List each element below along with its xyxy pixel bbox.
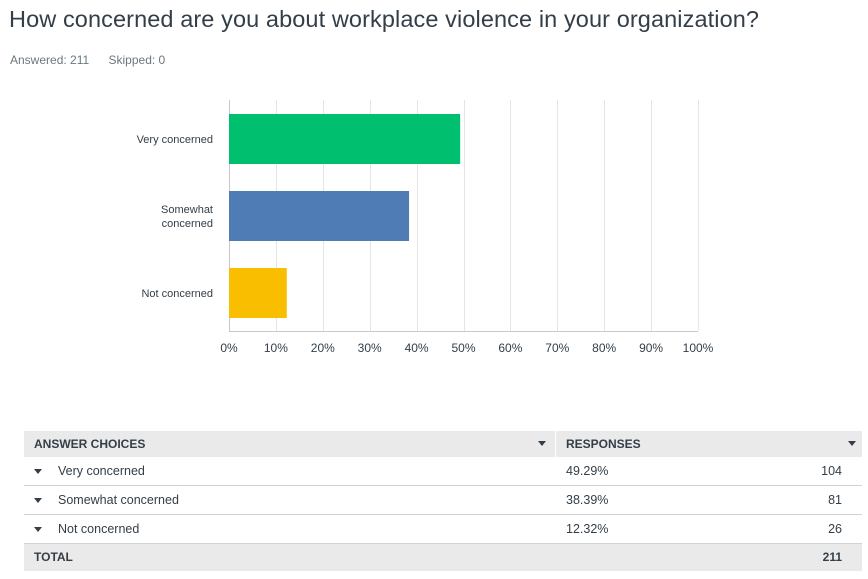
x-tick-label: 80% — [592, 341, 616, 355]
table-total-row: TOTAL 211 — [24, 544, 862, 571]
total-count: 211 — [822, 550, 842, 564]
response-stats: Answered: 211 Skipped: 0 — [10, 53, 181, 67]
header-answer-choices[interactable]: ANSWER CHOICES — [34, 437, 146, 451]
caret-down-icon[interactable] — [34, 527, 42, 532]
table-row: Not concerned 12.32% 26 — [24, 515, 862, 544]
caret-down-icon[interactable] — [34, 469, 42, 474]
x-tick-label: 0% — [220, 341, 238, 355]
table-header: ANSWER CHOICES RESPONSES — [24, 431, 862, 457]
bar-chart: Very concerned Somewhat concerned Not conce… — [137, 100, 714, 355]
row-count: 104 — [821, 464, 842, 478]
row-percent: 49.29% — [566, 464, 609, 478]
x-tick-label: 100% — [683, 341, 714, 355]
caret-down-icon[interactable] — [538, 441, 546, 446]
row-count: 26 — [828, 522, 842, 536]
table-row: Very concerned 49.29% 104 — [24, 457, 862, 486]
column-divider — [555, 431, 556, 457]
bar — [229, 191, 410, 241]
row-choice: Somewhat concerned — [58, 493, 179, 507]
header-responses[interactable]: RESPONSES — [566, 437, 641, 451]
bar — [229, 268, 287, 318]
question-title: How concerned are you about workplace vi… — [9, 6, 760, 32]
x-tick-label: 10% — [264, 341, 288, 355]
category-label: Very concerned — [137, 134, 213, 146]
row-choice: Very concerned — [58, 464, 145, 478]
x-tick-label: 60% — [498, 341, 522, 355]
category-label: Not concerned — [141, 288, 213, 300]
category-label: Somewhat concerned — [161, 204, 213, 230]
row-percent: 38.39% — [566, 493, 609, 507]
x-tick-label: 90% — [639, 341, 663, 355]
x-tick-label: 30% — [358, 341, 382, 355]
bar — [229, 114, 461, 164]
results-table: ANSWER CHOICES RESPONSES Very concerned … — [24, 431, 862, 571]
skipped-count: Skipped: 0 — [108, 53, 166, 67]
total-label: TOTAL — [34, 550, 73, 564]
answered-count: Answered: 211 — [10, 53, 90, 67]
row-choice: Not concerned — [58, 522, 140, 536]
row-count: 81 — [828, 493, 842, 507]
x-tick-label: 40% — [405, 341, 429, 355]
table-row: Somewhat concerned 38.39% 81 — [24, 486, 862, 515]
x-tick-label: 50% — [451, 341, 475, 355]
x-tick-label: 70% — [545, 341, 569, 355]
caret-down-icon[interactable] — [848, 441, 856, 446]
row-percent: 12.32% — [566, 522, 609, 536]
x-tick-label: 20% — [311, 341, 335, 355]
caret-down-icon[interactable] — [34, 498, 42, 503]
